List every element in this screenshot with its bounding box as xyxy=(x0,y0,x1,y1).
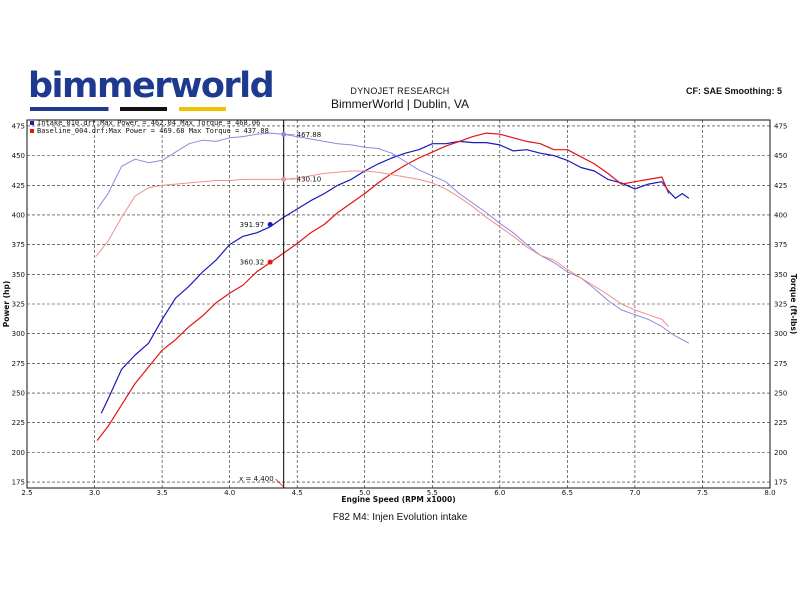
y-axis-label-right: Torque (ft-lbs) xyxy=(789,274,798,335)
y-tick-label-left: 425 xyxy=(12,182,25,190)
correction-factor-label: CF: SAE Smoothing: 5 xyxy=(686,86,782,96)
x-tick-label: 6.0 xyxy=(494,489,505,497)
legend-swatch xyxy=(30,129,34,133)
y-tick-label-left: 275 xyxy=(12,360,25,368)
grid xyxy=(26,119,771,489)
marker-dot xyxy=(281,176,287,182)
y-tick-label-left: 375 xyxy=(12,241,25,249)
series-line-3 xyxy=(96,132,690,344)
legend-entry: Intake_010.drf:Max Power = 462.04 Max To… xyxy=(37,119,260,127)
logo-stripe xyxy=(30,107,226,111)
logo-text: bimmerworld xyxy=(28,66,275,106)
y-tick-label-left: 200 xyxy=(12,449,25,457)
y-tick-label-left: 400 xyxy=(12,211,25,219)
x-tick-label: 6.5 xyxy=(562,489,573,497)
y-tick-label-left: 225 xyxy=(12,419,25,427)
x-tick-label: 3.5 xyxy=(157,489,168,497)
marker-dot xyxy=(267,259,273,265)
y-tick-label-left: 175 xyxy=(12,479,25,487)
marker-value: 360.32 xyxy=(240,259,265,267)
y-tick-label-right: 175 xyxy=(774,479,787,487)
y-tick-label-right: 275 xyxy=(774,360,787,368)
y-tick-label-right: 350 xyxy=(774,271,787,279)
y-tick-label-right: 475 xyxy=(774,122,787,130)
y-tick-label-left: 475 xyxy=(12,122,25,130)
chart-title: BimmerWorld | Dublin, VA xyxy=(330,97,470,111)
cursor-pointer xyxy=(275,478,284,488)
y-tick-label-right: 200 xyxy=(774,449,787,457)
series-layer: x = 4.400 xyxy=(95,120,690,488)
y-tick-label-right: 325 xyxy=(774,301,787,309)
legend: Intake_010.drf:Max Power = 462.04 Max To… xyxy=(30,119,269,135)
y-axis-label-left: Power (hp) xyxy=(2,281,11,328)
series-line-1 xyxy=(100,140,690,414)
header-org: DYNOJET RESEARCH xyxy=(350,86,450,96)
marker-value: 430.10 xyxy=(297,176,322,184)
bimmerworld-logo: bimmerworld xyxy=(28,66,275,114)
legend-swatch xyxy=(30,121,34,125)
y-tick-label-right: 450 xyxy=(774,152,787,160)
x-axis-label: Engine Speed (RPM x1000) xyxy=(341,495,455,504)
x-tick-label: 5.5 xyxy=(427,489,438,497)
y-tick-label-right: 400 xyxy=(774,211,787,219)
x-tick-label: 2.5 xyxy=(21,489,32,497)
y-tick-label-right: 375 xyxy=(774,241,787,249)
cursor-label: x = 4.400 xyxy=(239,475,274,483)
x-tick-label: 7.0 xyxy=(629,489,640,497)
x-tick-label: 4.0 xyxy=(224,489,235,497)
legend-entry: Baseline_004.drf:Max Power = 469.68 Max … xyxy=(37,127,269,135)
y-tick-label-left: 325 xyxy=(12,301,25,309)
chart-caption: F82 M4: Injen Evolution intake xyxy=(332,512,468,523)
y-tick-label-right: 250 xyxy=(774,390,787,398)
series-line-4 xyxy=(95,170,670,327)
x-tick-label: 8.0 xyxy=(764,489,775,497)
series-line-2 xyxy=(96,132,670,441)
x-tick-label: 4.5 xyxy=(292,489,303,497)
y-tick-label-left: 250 xyxy=(12,390,25,398)
marker-value: 391.97 xyxy=(240,221,265,229)
y-tick-label-right: 425 xyxy=(774,182,787,190)
x-tick-label: 5.0 xyxy=(359,489,370,497)
y-tick-label-left: 450 xyxy=(12,152,25,160)
annotations: 467.88 430.10 391.97 360.32 xyxy=(240,131,322,267)
y-tick-label-left: 350 xyxy=(12,271,25,279)
x-tick-label: 3.0 xyxy=(89,489,100,497)
y-tick-label-right: 225 xyxy=(774,419,787,427)
x-tick-label: 7.5 xyxy=(697,489,708,497)
tick-labels: 2.5 3.0 3.5 4.0 4.5 5.0 5.5 6.0 6.5 7.0 7.5 8.0 175 1… xyxy=(12,122,788,497)
marker-dot xyxy=(281,131,287,137)
marker-dot xyxy=(267,221,273,227)
y-tick-label-left: 300 xyxy=(12,330,25,338)
marker-value: 467.88 xyxy=(297,131,322,139)
y-tick-label-right: 300 xyxy=(774,330,787,338)
